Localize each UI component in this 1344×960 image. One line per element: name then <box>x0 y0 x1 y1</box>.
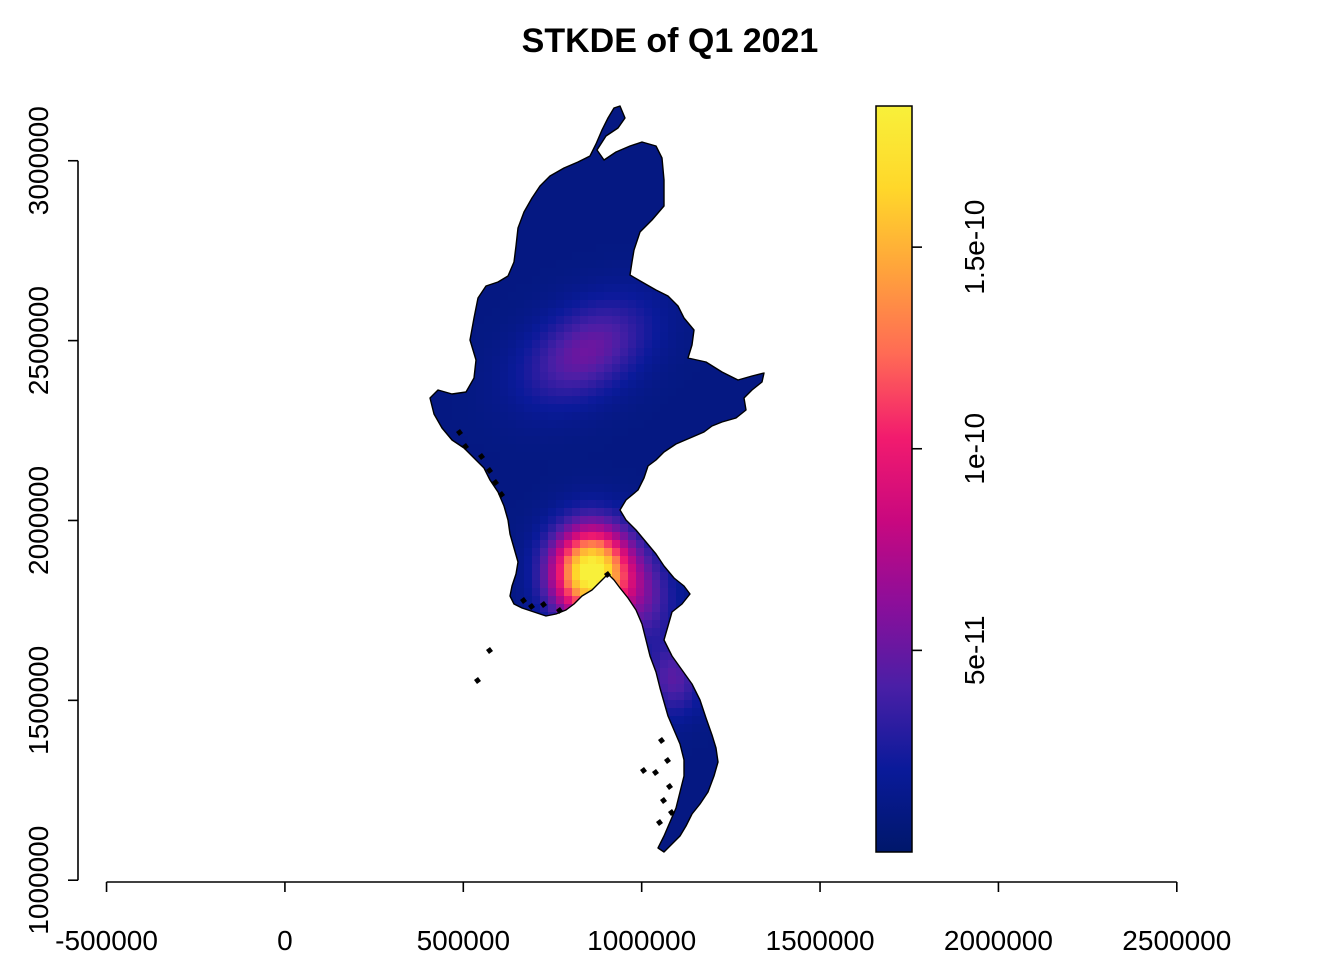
x-tick-label: 1500000 <box>766 925 875 956</box>
island-shape <box>652 769 659 776</box>
island-shape <box>456 429 463 436</box>
island-shape <box>528 603 535 610</box>
coastal-islands <box>456 429 675 826</box>
y-tick-label: 1500000 <box>23 646 54 755</box>
island-shape <box>666 783 673 790</box>
colorbar-tick-label: 1e-10 <box>959 413 990 485</box>
x-tick-label: 0 <box>277 925 293 956</box>
chart-title: STKDE of Q1 2021 <box>522 22 819 60</box>
island-shape <box>640 767 647 774</box>
island-shape <box>658 737 665 744</box>
island-shape <box>668 809 675 816</box>
colorbar-tick-label: 5e-11 <box>959 616 990 686</box>
x-tick-label: 2500000 <box>1122 925 1231 956</box>
y-axis: 1000000 1500000 2000000 2500000 3000000 <box>23 106 79 935</box>
country-border <box>429 105 765 853</box>
island-shape <box>604 571 611 578</box>
island-shape <box>656 819 663 826</box>
colorbar-legend: 5e-11 1e-10 1.5e-10 <box>875 105 990 853</box>
y-tick-label: 1000000 <box>23 826 54 935</box>
x-tick-label: 500000 <box>417 925 510 956</box>
island-shape <box>556 607 563 614</box>
density-raster <box>430 106 764 852</box>
colorbar-ramp <box>875 105 913 853</box>
island-shape <box>486 467 493 474</box>
colorbar-tick-label: 1.5e-10 <box>959 200 990 295</box>
island-shape <box>540 601 547 608</box>
island-shape <box>664 757 671 764</box>
island-shape <box>486 647 493 654</box>
x-tick-label: -500000 <box>55 925 158 956</box>
island-shape <box>478 453 485 460</box>
island-shape <box>520 597 527 604</box>
y-tick-label: 3000000 <box>23 106 54 215</box>
island-shape <box>462 443 469 450</box>
y-tick-label: 2500000 <box>23 286 54 395</box>
x-tick-label: 1000000 <box>587 925 696 956</box>
x-tick-label: 2000000 <box>944 925 1053 956</box>
x-axis: -500000 0 500000 1000000 1500000 2000000 25000… <box>55 881 1231 956</box>
y-tick-label: 2000000 <box>23 466 54 575</box>
island-shape <box>498 491 505 498</box>
island-shape <box>492 479 499 486</box>
island-shape <box>474 677 481 684</box>
island-shape <box>660 797 667 804</box>
